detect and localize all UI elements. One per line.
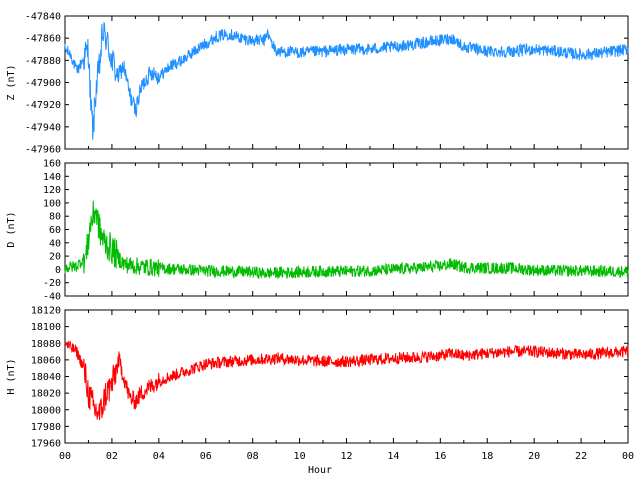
panel-h-y-ticks: 18120 18100 18080 18060 18040 18020 18000 17980…	[31, 306, 628, 450]
panel-h-x-ticks	[64, 310, 629, 443]
panel-d-y-tick-label: 120	[43, 185, 61, 196]
panel-h-y-tick-label: 18000	[31, 405, 61, 416]
panel-z-y-tick-label: -47920	[25, 100, 61, 111]
x-tick-label: 16	[434, 451, 446, 462]
panel-z-y-ticks: -47840 -47860 -47880 -47900 -47920 -47940 -479…	[25, 12, 628, 156]
panel-d-y-tick-label: 100	[43, 198, 61, 209]
panel-z-y-tick-label: -47840	[25, 12, 61, 23]
x-tick-label: 00	[622, 451, 634, 462]
panel-d-y-tick-label: 0	[55, 265, 61, 276]
panel-z-y-tick-label: -47860	[25, 34, 61, 45]
panel-d-y-tick-label: 140	[43, 172, 61, 183]
panel-d-y-tick-label: 80	[49, 212, 61, 223]
panel-h-series-line	[64, 340, 629, 421]
panel-z-y-tick-label: -47900	[25, 78, 61, 89]
x-tick-label: 04	[153, 451, 165, 462]
panel-d-y-tick-label: -40	[43, 292, 61, 303]
panel-h-y-axis-label: H (nT)	[6, 358, 17, 394]
panel-d-y-axis-label: D (nT)	[6, 211, 17, 247]
x-tick-label: 02	[106, 451, 118, 462]
panel-z-series-line	[64, 21, 629, 140]
panel-d-series-line	[64, 200, 629, 280]
panel-d-y-tick-label: 40	[49, 238, 61, 249]
panel-z-y-tick-label: -47960	[25, 145, 61, 156]
panel-d-x-ticks	[64, 163, 629, 296]
panel-d-y-tick-label: 160	[43, 159, 61, 170]
panel-h: 18120 18100 18080 18060 18040 18020 18000 17980…	[6, 306, 629, 450]
x-tick-label: 06	[200, 451, 212, 462]
x-axis-label: Hour	[308, 465, 332, 476]
panel-h-y-tick-label: 18020	[31, 389, 61, 400]
panel-d: 160 140 120 100 80 60 40 20 0 -20 -40 D (nT)	[6, 159, 629, 303]
panel-z-y-axis-label: Z (nT)	[6, 64, 17, 100]
panel-h-y-tick-label: 18100	[31, 322, 61, 333]
panel-d-y-ticks: 160 140 120 100 80 60 40 20 0 -20 -40	[43, 159, 628, 303]
x-tick-label: 18	[481, 451, 493, 462]
panel-z-y-tick-label: -47880	[25, 56, 61, 67]
panel-h-y-tick-label: 18060	[31, 355, 61, 366]
panel-d-y-tick-label: 60	[49, 225, 61, 236]
x-tick-label: 10	[294, 451, 306, 462]
panel-d-y-tick-label: -20	[43, 278, 61, 289]
panel-h-y-tick-label: 18080	[31, 339, 61, 350]
panel-z-x-ticks	[64, 16, 629, 149]
x-tick-label: 14	[387, 451, 399, 462]
panel-h-y-tick-label: 18120	[31, 306, 61, 317]
x-tick-label: 08	[247, 451, 259, 462]
panel-h-y-tick-label: 17960	[31, 439, 61, 450]
x-tick-label: 00	[59, 451, 71, 462]
x-tick-label: 12	[340, 451, 352, 462]
panel-h-y-tick-label: 18040	[31, 372, 61, 383]
x-axis-tick-labels: 00 02 04 06 08 10 12 14 16 18 20 22 00	[59, 451, 634, 462]
panel-z: -47840 -47860 -47880 -47900 -47920 -47940 -479…	[6, 12, 629, 156]
x-tick-label: 20	[528, 451, 540, 462]
panel-h-y-tick-label: 17980	[31, 422, 61, 433]
x-tick-label: 22	[575, 451, 587, 462]
panel-d-y-tick-label: 20	[49, 252, 61, 263]
panel-z-y-tick-label: -47940	[25, 122, 61, 133]
